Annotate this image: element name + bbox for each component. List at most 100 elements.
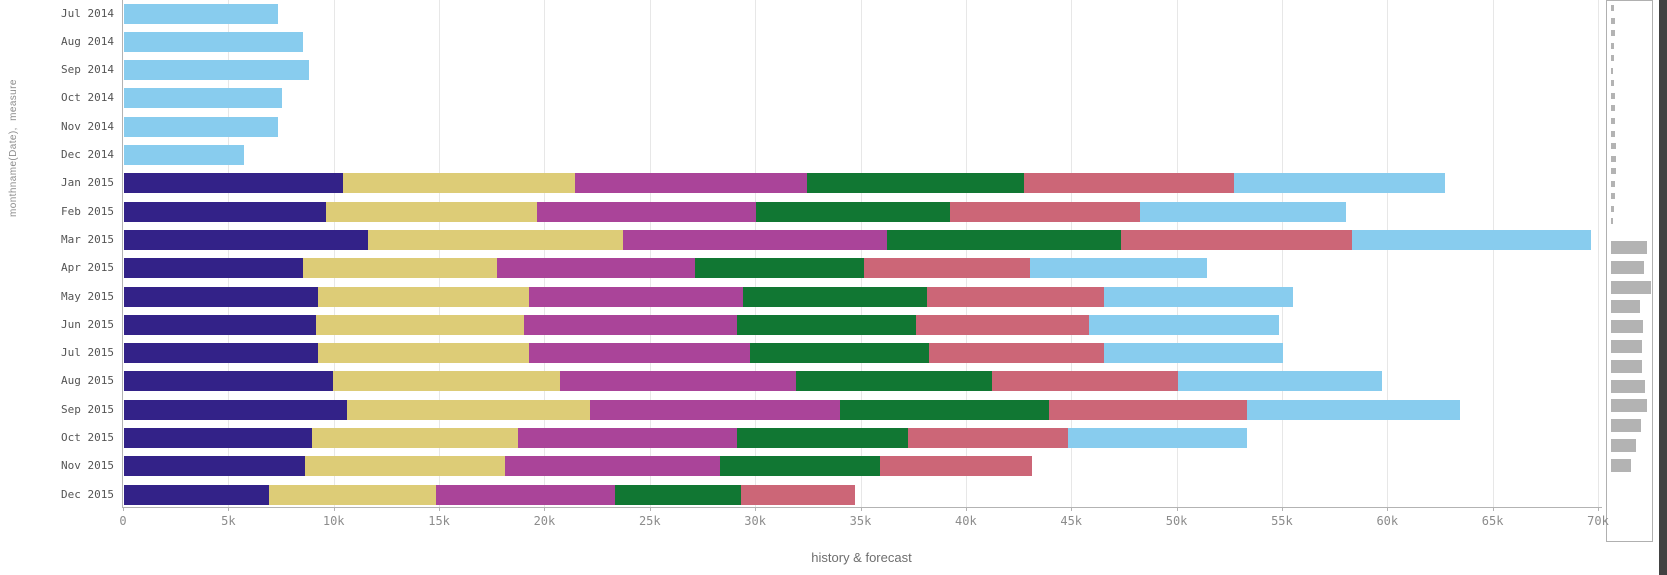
bar-segment-3-purple[interactable] xyxy=(528,286,744,307)
y-tick-label: Sep 2014 xyxy=(61,63,114,77)
bar-segment-4-green[interactable] xyxy=(720,456,881,477)
y-tick-label: Oct 2014 xyxy=(61,91,114,105)
bar-segment-6-cyan[interactable] xyxy=(124,60,310,81)
bar-segment-4-green[interactable] xyxy=(806,173,1024,194)
bar-segment-5-rose[interactable] xyxy=(992,371,1178,392)
x-tick-label: 65k xyxy=(1481,514,1504,528)
bar-segment-2-sand[interactable] xyxy=(317,286,529,307)
bar-segment-6-cyan[interactable] xyxy=(1234,173,1446,194)
bar-segment-2-sand[interactable] xyxy=(343,173,575,194)
bar-segment-4-green[interactable] xyxy=(796,371,993,392)
bar-segment-1-indigo[interactable] xyxy=(124,456,306,477)
y-tick-label: Jan 2015 xyxy=(61,176,114,190)
bar-segment-4-green[interactable] xyxy=(737,314,917,335)
bar-segment-1-indigo[interactable] xyxy=(124,428,312,448)
bar-segment-1-indigo[interactable] xyxy=(124,399,348,420)
mini-map-bar xyxy=(1611,340,1643,353)
y-tick-label: Aug 2015 xyxy=(61,374,114,388)
bar-segment-2-sand[interactable] xyxy=(326,201,537,222)
bar-segment-2-sand[interactable] xyxy=(311,428,519,448)
bar-segment-6-cyan[interactable] xyxy=(1103,286,1294,307)
bar-segment-6-cyan[interactable] xyxy=(1139,201,1347,222)
x-tick-label: 30k xyxy=(744,514,766,528)
bar-segment-3-purple[interactable] xyxy=(518,428,738,448)
x-axis-tick xyxy=(1176,507,1178,511)
x-axis-tick xyxy=(228,507,230,511)
bar-segment-5-rose[interactable] xyxy=(1120,229,1353,250)
bar-segment-5-rose[interactable] xyxy=(916,314,1090,335)
bar-segment-1-indigo[interactable] xyxy=(124,343,318,364)
bar-segment-6-cyan[interactable] xyxy=(1177,371,1382,392)
bar-segment-6-cyan[interactable] xyxy=(124,31,304,52)
bar-segment-2-sand[interactable] xyxy=(317,343,529,364)
x-tick-label: 5k xyxy=(221,514,236,528)
bar-segment-1-indigo[interactable] xyxy=(124,314,316,335)
bar-segment-3-purple[interactable] xyxy=(536,201,757,222)
mini-map-bar xyxy=(1611,379,1646,393)
bar-segment-6-cyan[interactable] xyxy=(124,116,278,137)
bar-segment-5-rose[interactable] xyxy=(880,456,1033,477)
bar-segment-3-purple[interactable] xyxy=(524,314,738,335)
bar-segment-4-green[interactable] xyxy=(840,399,1049,420)
bar-segment-3-purple[interactable] xyxy=(560,371,797,392)
mini-map-scrollbar[interactable] xyxy=(1606,0,1653,542)
bar-segment-4-green[interactable] xyxy=(886,229,1121,250)
bar-segment-1-indigo[interactable] xyxy=(124,173,344,194)
mini-map-bar xyxy=(1611,241,1647,254)
x-tick-label: 55k xyxy=(1271,514,1293,528)
bar-segment-3-purple[interactable] xyxy=(589,399,841,420)
bar-segment-4-green[interactable] xyxy=(749,343,929,364)
bar-segment-4-green[interactable] xyxy=(743,286,927,307)
bar-segment-2-sand[interactable] xyxy=(303,258,497,279)
bar-segment-6-cyan[interactable] xyxy=(1247,399,1460,420)
bar-segment-1-indigo[interactable] xyxy=(124,229,369,250)
gridline xyxy=(1598,0,1599,507)
bar-segment-5-rose[interactable] xyxy=(863,258,1031,279)
bar-segment-3-purple[interactable] xyxy=(574,173,807,194)
bar-segment-5-rose[interactable] xyxy=(1023,173,1235,194)
bar-segment-4-green[interactable] xyxy=(695,258,864,279)
x-axis-tick xyxy=(333,507,335,511)
bar-segment-1-indigo[interactable] xyxy=(124,258,304,279)
bar-segment-3-purple[interactable] xyxy=(435,484,615,505)
gridline xyxy=(1281,0,1283,507)
x-tick-label: 25k xyxy=(638,514,661,528)
bar-segment-2-sand[interactable] xyxy=(315,314,525,335)
bar-segment-6-cyan[interactable] xyxy=(124,145,245,165)
bar-segment-2-sand[interactable] xyxy=(347,399,590,420)
mini-map-dash xyxy=(1611,92,1615,99)
mini-map-dash xyxy=(1611,155,1616,162)
bar-segment-6-cyan[interactable] xyxy=(124,3,278,24)
bar-segment-5-rose[interactable] xyxy=(1049,399,1248,420)
bar-segment-5-rose[interactable] xyxy=(949,201,1140,222)
bar-segment-5-rose[interactable] xyxy=(928,343,1104,364)
bar-segment-1-indigo[interactable] xyxy=(124,371,333,392)
bar-segment-2-sand[interactable] xyxy=(269,484,436,505)
mini-map-bar xyxy=(1611,439,1636,452)
bar-segment-1-indigo[interactable] xyxy=(124,484,270,505)
bar-segment-4-green[interactable] xyxy=(614,484,742,505)
bar-segment-5-rose[interactable] xyxy=(926,286,1104,307)
bar-segment-2-sand[interactable] xyxy=(368,229,624,250)
bar-segment-6-cyan[interactable] xyxy=(1089,314,1279,335)
bar-segment-5-rose[interactable] xyxy=(741,484,856,505)
x-tick-label: 35k xyxy=(849,514,872,528)
bar-segment-1-indigo[interactable] xyxy=(124,286,318,307)
bar-segment-6-cyan[interactable] xyxy=(1030,258,1208,279)
bar-segment-1-indigo[interactable] xyxy=(124,201,327,222)
bar-segment-3-purple[interactable] xyxy=(505,456,721,477)
x-tick-label: 40k xyxy=(955,514,977,528)
bar-segment-6-cyan[interactable] xyxy=(124,88,283,109)
bar-segment-3-purple[interactable] xyxy=(528,343,750,364)
bar-segment-2-sand[interactable] xyxy=(305,456,506,477)
bar-segment-3-purple[interactable] xyxy=(623,229,887,250)
bar-segment-6-cyan[interactable] xyxy=(1352,229,1591,250)
bar-segment-5-rose[interactable] xyxy=(907,428,1068,448)
y-tick-label: Jul 2015 xyxy=(61,346,114,360)
bar-segment-2-sand[interactable] xyxy=(332,371,561,392)
bar-segment-3-purple[interactable] xyxy=(496,258,695,279)
bar-segment-4-green[interactable] xyxy=(737,428,908,448)
bar-segment-6-cyan[interactable] xyxy=(1067,428,1248,448)
bar-segment-6-cyan[interactable] xyxy=(1103,343,1283,364)
bar-segment-4-green[interactable] xyxy=(756,201,950,222)
